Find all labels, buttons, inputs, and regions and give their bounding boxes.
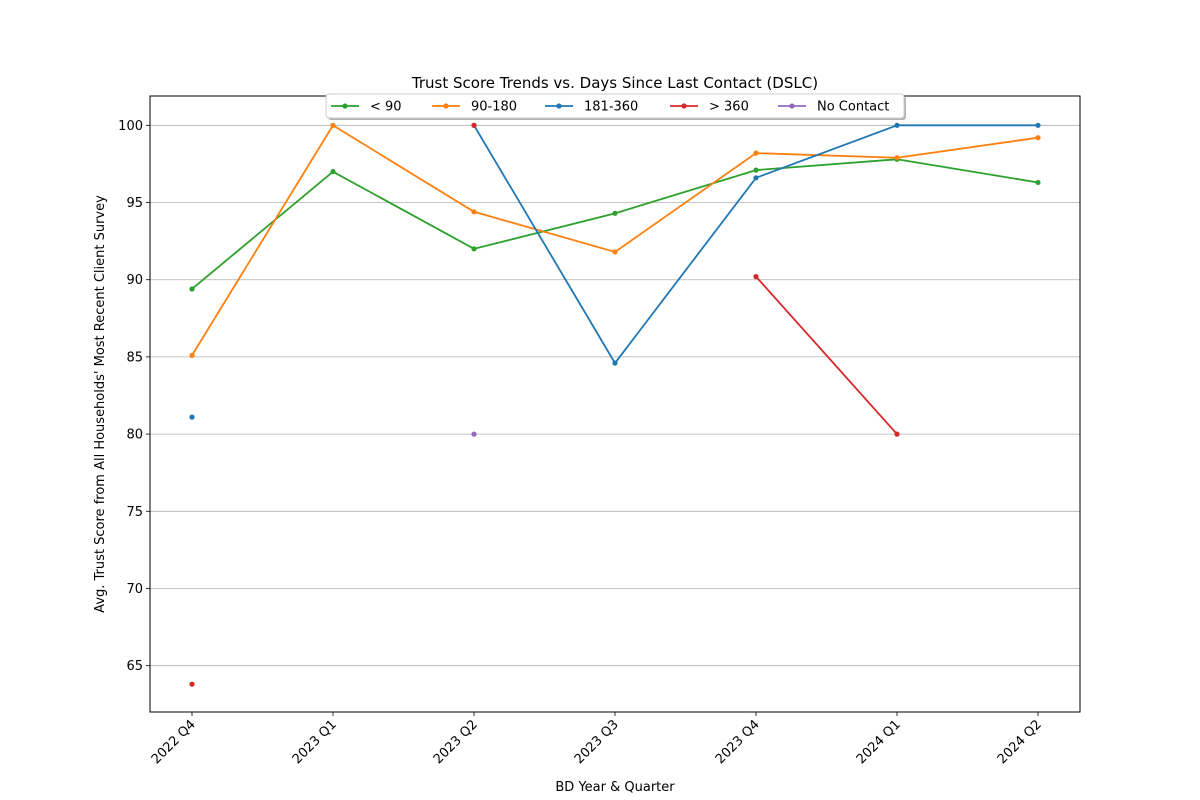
- data-point: [1035, 122, 1041, 128]
- series-layer: [189, 122, 1041, 687]
- data-point: [471, 246, 477, 252]
- y-tick-label: 95: [126, 196, 143, 211]
- x-tick-label: 2022 Q4: [149, 717, 199, 767]
- series-line: [191, 124, 1039, 356]
- x-tick-label: 2023 Q2: [431, 717, 481, 767]
- x-tick-label: 2023 Q1: [290, 717, 340, 767]
- legend-swatch-marker: [681, 103, 687, 109]
- legend-entry: No Contact: [778, 100, 889, 115]
- legend-swatch-marker: [789, 103, 795, 109]
- legend-entry: 90-180: [432, 100, 517, 115]
- chart-title: Trust Score Trends vs. Days Since Last C…: [411, 74, 818, 92]
- series-1: [189, 122, 1041, 358]
- x-axis-label: BD Year & Quarter: [555, 780, 675, 795]
- x-tick-label: 2023 Q3: [572, 717, 622, 767]
- series-3: [189, 122, 900, 687]
- legend-entry: > 360: [670, 100, 749, 115]
- data-point: [612, 210, 618, 216]
- data-point: [894, 431, 900, 437]
- data-point: [471, 431, 477, 437]
- legend-label: > 360: [709, 100, 749, 115]
- x-tick-label: 2024 Q1: [854, 717, 904, 767]
- x-axis: 2022 Q4 2023 Q1 2023 Q2 2023 Q3 2023 Q4 2024 …: [149, 712, 1045, 767]
- legend-entry: < 90: [331, 100, 402, 115]
- plot-frame: [149, 95, 1081, 713]
- y-tick-label: 75: [126, 505, 143, 520]
- series-line: [191, 158, 1039, 290]
- legend-label: No Contact: [817, 100, 889, 115]
- data-point: [189, 286, 195, 292]
- data-point: [1035, 135, 1041, 141]
- legend-swatch-marker: [443, 103, 449, 109]
- data-point: [753, 274, 759, 280]
- legend-label: < 90: [370, 100, 402, 115]
- data-point: [753, 150, 759, 156]
- series-2: [189, 122, 1041, 420]
- x-tick-label: 2024 Q2: [995, 717, 1045, 767]
- data-point: [894, 155, 900, 161]
- data-point: [894, 122, 900, 128]
- series-line: [755, 276, 898, 435]
- y-tick-label: 90: [126, 273, 143, 288]
- legend-entry: 181-360: [545, 100, 638, 115]
- gridlines: [150, 124, 1080, 667]
- y-tick-label: 80: [126, 428, 143, 443]
- legend-label: 90-180: [471, 100, 517, 115]
- data-point: [1035, 179, 1041, 186]
- series-0: [189, 156, 1041, 292]
- y-tick-label: 100: [118, 119, 143, 134]
- y-tick-label: 85: [126, 350, 143, 365]
- y-axis: 65 70 75 80 85 90 95 100: [118, 119, 150, 674]
- data-point: [612, 360, 618, 366]
- legend-label: 181-360: [584, 100, 638, 115]
- data-point: [330, 122, 336, 128]
- data-point: [753, 167, 759, 173]
- y-axis-label: Avg. Trust Score from All Households' Mo…: [93, 195, 108, 613]
- data-point: [471, 209, 477, 215]
- series-line: [473, 124, 1038, 365]
- data-point: [330, 169, 336, 175]
- series-4: [471, 431, 477, 437]
- data-point: [189, 681, 195, 687]
- y-tick-label: 65: [126, 659, 143, 674]
- data-point: [612, 249, 618, 255]
- y-tick-label: 70: [126, 582, 143, 597]
- data-point: [189, 352, 195, 358]
- data-point: [471, 122, 477, 128]
- legend-swatch-marker: [342, 103, 348, 109]
- legend-box: [325, 93, 905, 119]
- x-tick-label: 2023 Q4: [713, 717, 763, 767]
- data-point: [189, 414, 195, 420]
- legend: < 90 90-180 181-360 > 360 No Contact: [325, 93, 906, 120]
- data-point: [753, 175, 759, 181]
- legend-swatch-marker: [556, 103, 562, 109]
